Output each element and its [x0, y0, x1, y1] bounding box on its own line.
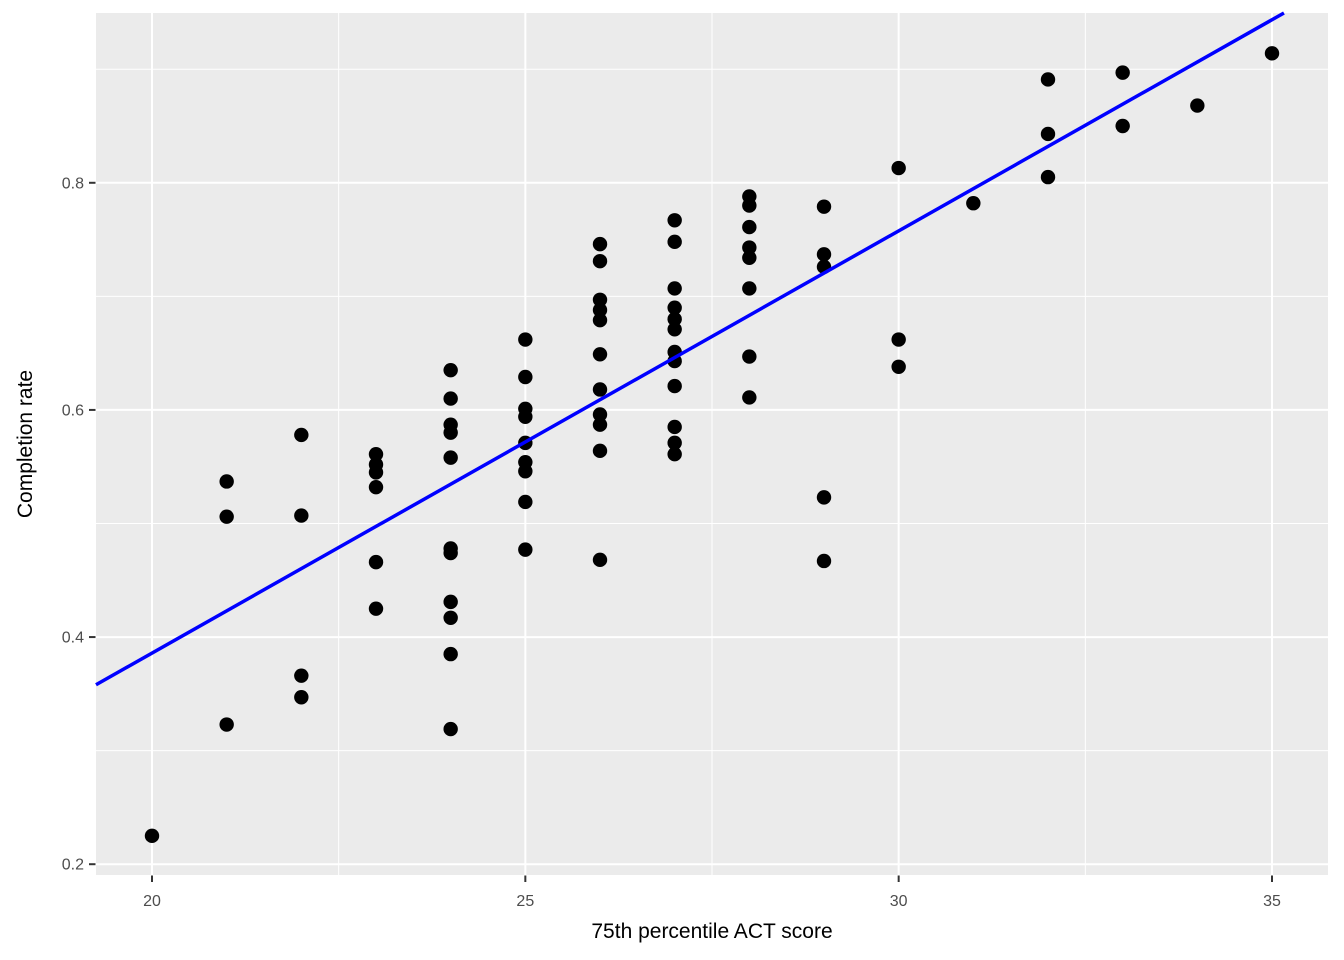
data-point	[667, 213, 682, 228]
data-point	[667, 234, 682, 250]
data-point	[219, 474, 234, 489]
data-point	[742, 219, 757, 235]
data-point	[1264, 46, 1280, 61]
data-point	[816, 490, 832, 505]
data-point	[294, 690, 309, 705]
data-point	[667, 419, 682, 435]
data-point	[592, 443, 608, 459]
y-tick-label: 0.6	[62, 402, 84, 419]
data-point	[592, 552, 608, 568]
data-point	[592, 313, 608, 328]
data-point	[1115, 65, 1130, 80]
data-point	[891, 160, 906, 176]
data-point	[368, 601, 384, 616]
y-axis-title: Completion rate	[14, 370, 37, 518]
x-tick-label: 20	[143, 893, 161, 910]
data-point	[219, 509, 234, 524]
data-point	[443, 425, 458, 440]
major-gridlines	[96, 13, 1328, 875]
data-point	[742, 250, 757, 265]
data-point	[1040, 169, 1056, 185]
data-point	[294, 427, 309, 443]
data-point	[1040, 72, 1056, 87]
data-point	[592, 253, 608, 269]
data-point	[368, 447, 384, 462]
data-point	[667, 447, 682, 462]
axis-tick-marks	[89, 181, 1273, 882]
data-point	[592, 292, 608, 307]
data-point	[667, 300, 682, 315]
data-point	[219, 717, 234, 732]
regression-line-group	[95, 11, 1285, 687]
data-point	[144, 828, 160, 844]
data-point	[592, 236, 608, 252]
data-point	[667, 435, 682, 451]
data-point	[518, 409, 533, 424]
y-tick-label: 0.4	[62, 630, 84, 647]
data-point	[592, 347, 608, 362]
data-point	[667, 322, 682, 337]
data-point	[667, 281, 682, 296]
data-point	[443, 721, 458, 737]
data-point	[966, 196, 981, 211]
data-points	[144, 46, 1280, 844]
x-tick-label: 30	[890, 893, 908, 910]
data-point	[294, 668, 309, 683]
data-point	[368, 554, 384, 570]
data-point	[592, 382, 608, 397]
data-point	[742, 281, 757, 296]
y-tick-label: 0.2	[62, 857, 84, 874]
data-point	[518, 494, 533, 510]
data-point	[518, 369, 533, 385]
data-point	[443, 646, 458, 662]
data-point	[368, 479, 384, 495]
data-point	[667, 378, 682, 394]
data-point	[667, 311, 682, 327]
y-tick-label: 0.8	[62, 175, 84, 192]
data-point	[518, 542, 533, 557]
data-point	[592, 417, 608, 432]
data-point	[742, 240, 757, 255]
data-point	[891, 359, 906, 374]
data-point	[1190, 98, 1205, 113]
data-point	[518, 464, 533, 479]
data-point	[742, 390, 757, 405]
data-point	[1040, 126, 1056, 142]
data-point	[518, 332, 533, 347]
regression-line	[95, 11, 1285, 687]
data-point	[443, 450, 458, 465]
x-axis-title: 75th percentile ACT score	[591, 920, 832, 943]
axis-tick-labels: 20 25 30 35 0.2 0.4 0.6 0.8	[62, 175, 1281, 910]
data-point	[1115, 118, 1130, 134]
data-point	[443, 594, 458, 610]
data-point	[592, 407, 608, 422]
data-point	[443, 545, 458, 561]
data-point	[443, 362, 458, 378]
data-point	[443, 610, 458, 625]
data-point	[891, 332, 906, 347]
data-point	[742, 198, 757, 213]
data-point	[443, 391, 458, 406]
data-point	[592, 302, 608, 318]
data-point	[294, 508, 309, 523]
x-tick-label: 35	[1263, 893, 1281, 910]
data-point	[368, 465, 384, 480]
data-point	[816, 553, 832, 569]
x-tick-label: 25	[516, 893, 534, 910]
data-point	[742, 349, 757, 364]
data-point	[816, 247, 832, 262]
data-point	[816, 199, 832, 214]
